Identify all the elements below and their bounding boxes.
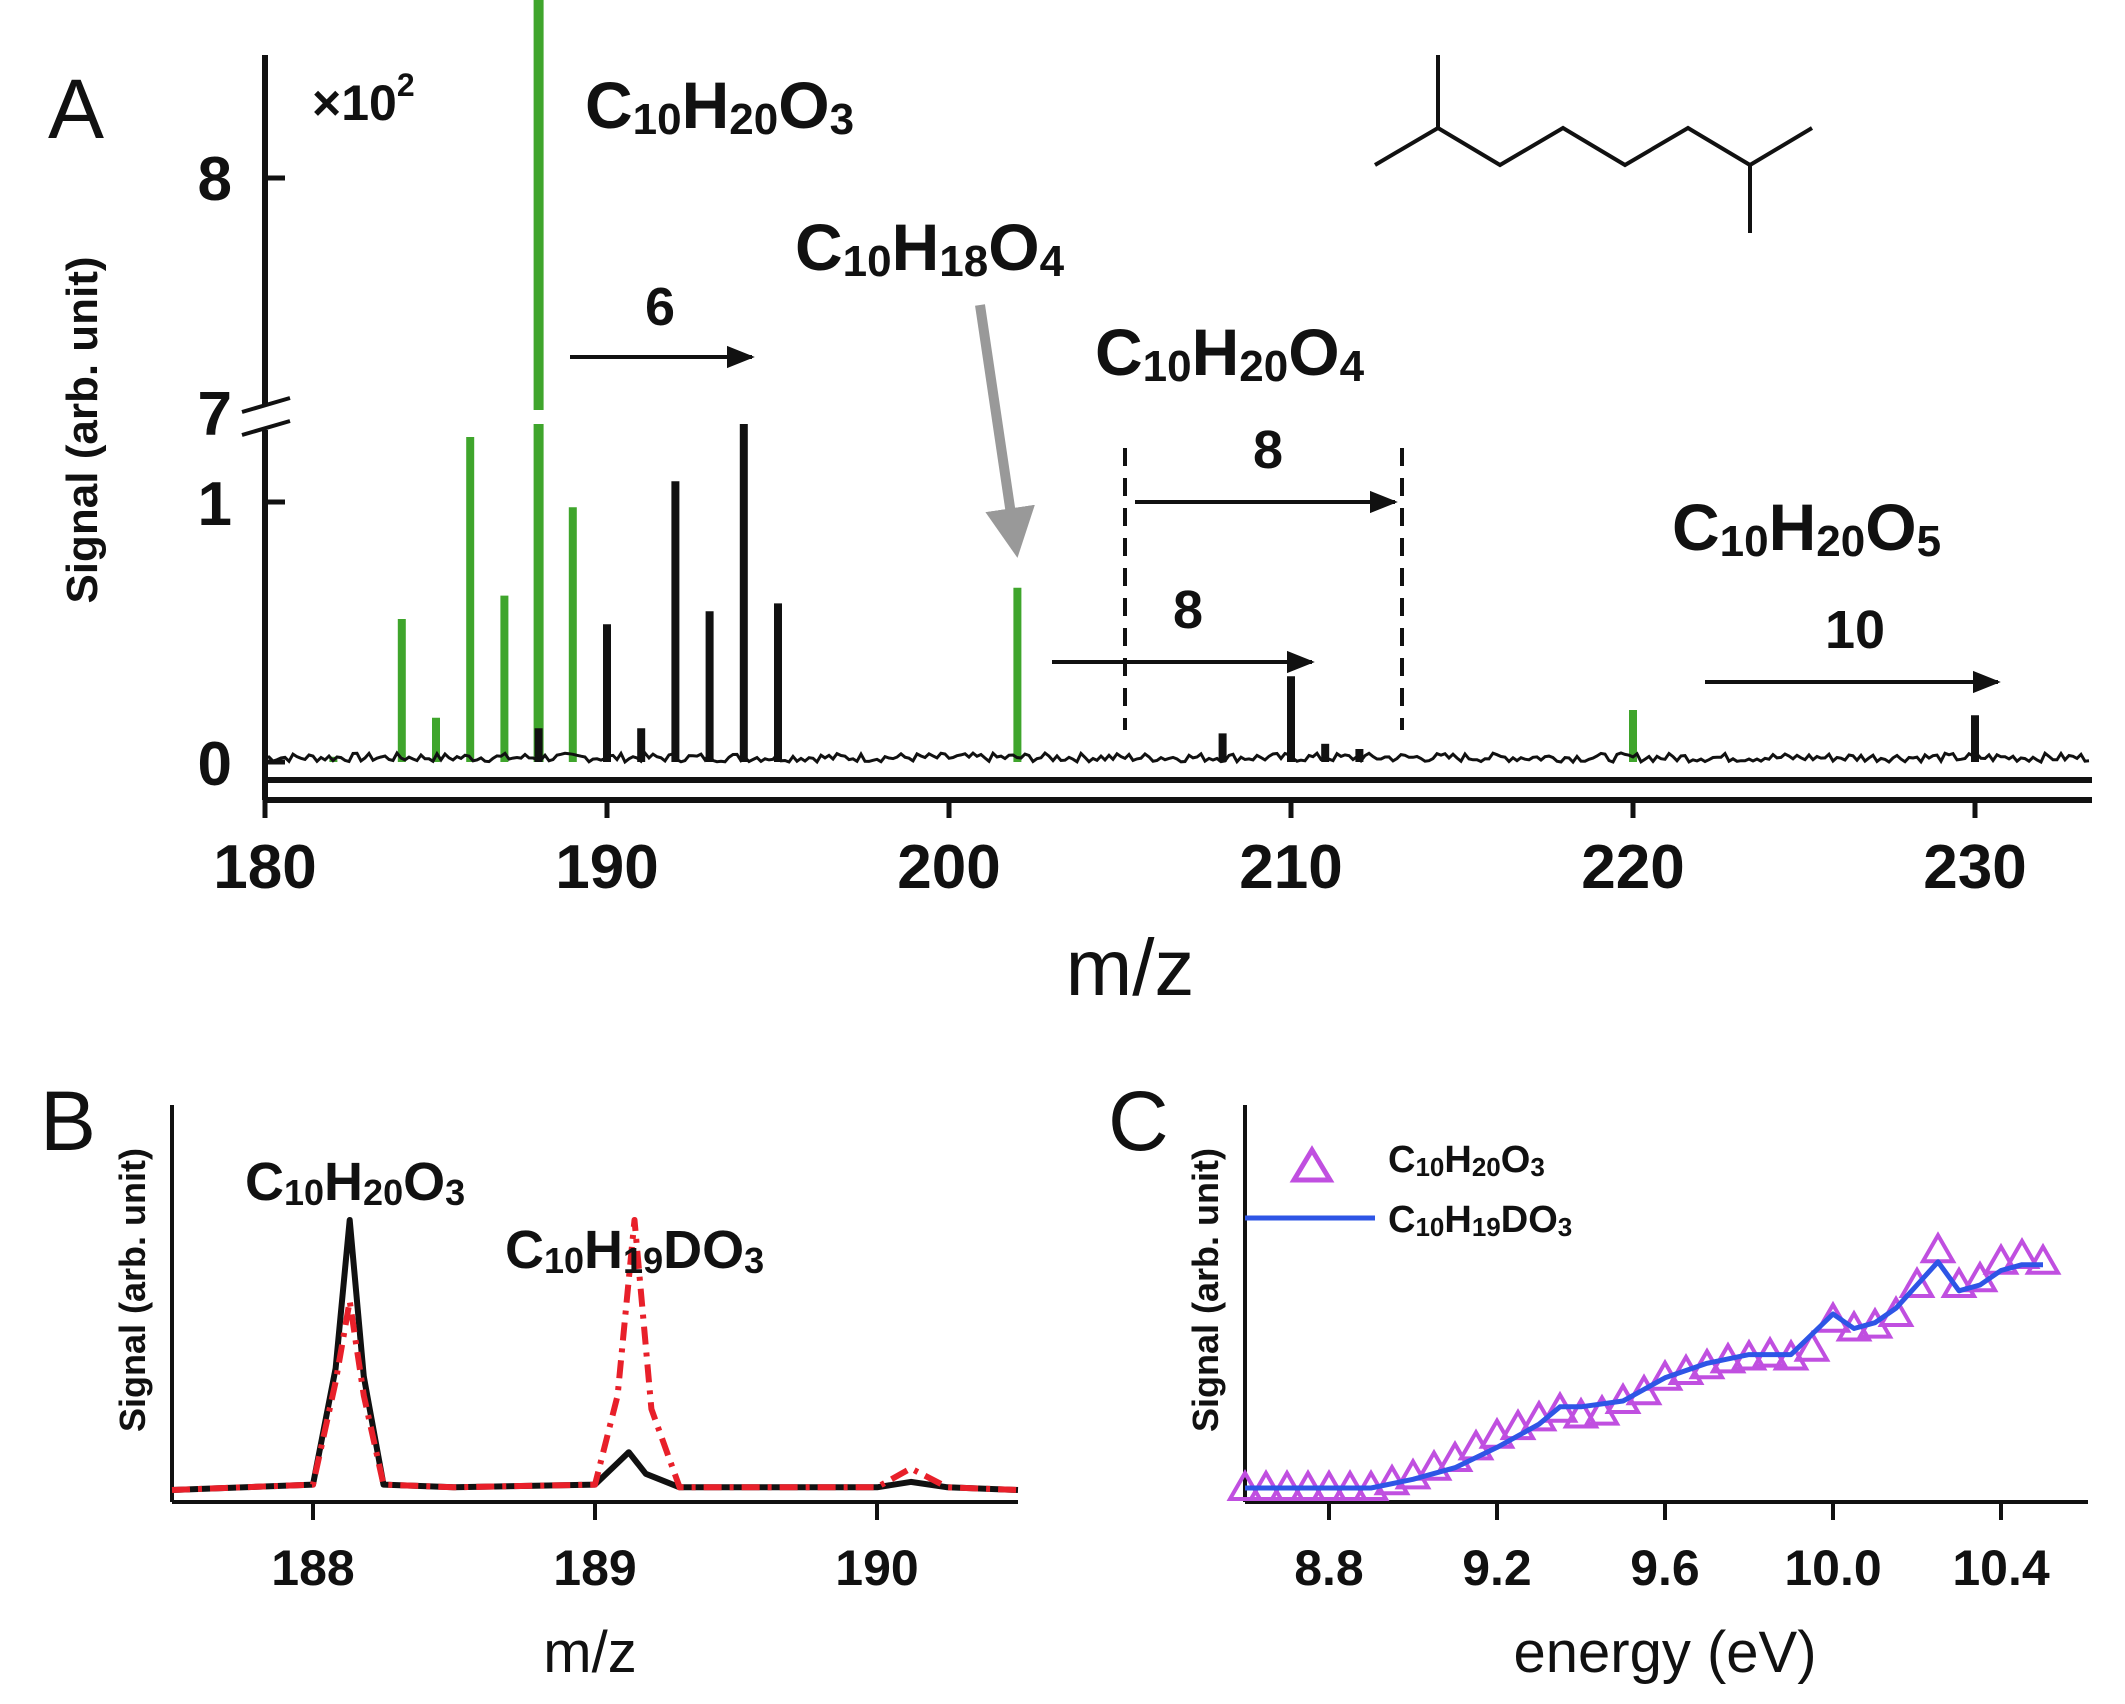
panel-c-xtick-label: 8.8: [1294, 1540, 1364, 1596]
panel-a-baseline-noise: [263, 750, 2090, 765]
panel-c-xtick-label: 10.4: [1952, 1540, 2050, 1596]
panel-a-shift-6: 6: [645, 277, 675, 337]
panel-b-formula-c10h20o3: C10H20O3: [245, 1152, 465, 1213]
panel-a-xtick-label: 200: [897, 833, 1000, 902]
panel-c-legend: C10H20O3 C10H19DO3: [1245, 1139, 1572, 1242]
panel-c-ylabel: Signal (arb. unit): [1185, 1148, 1226, 1432]
panel-a-formula-c10h18o4: C10H18O4: [795, 210, 1065, 286]
panel-a: A ×102 8 7 1 0 Signal (arb. unit): [48, 0, 2092, 1012]
panel-a-ylabel: Signal (arb. unit): [58, 256, 107, 603]
panel-a-ytick-8: 8: [198, 145, 232, 214]
panel-a-x-ticks: 180 190 200 210 220 230: [213, 800, 2027, 902]
panel-a-xtick-label: 230: [1923, 833, 2026, 902]
panel-b-xtick-label: 188: [271, 1540, 354, 1596]
panel-a-shift-8-lower: 8: [1173, 580, 1203, 640]
panel-a-molecule-structure: [1373, 125, 1814, 168]
panel-a-gray-arrow: [975, 304, 1035, 558]
panel-c-triangle-point: [1562, 1396, 1600, 1429]
panel-a-y-axis: [241, 55, 291, 800]
panel-a-formula-c10h20o3: C10H20O3: [585, 68, 854, 144]
panel-b-lines: [171, 1217, 1019, 1493]
legend-triangle-marker: [1289, 1145, 1335, 1183]
panel-a-formula-c10h20o5: C10H20O5: [1672, 490, 1941, 566]
panel-a-noise-trace: [263, 750, 2090, 765]
panel-c-xtick-label: 10.0: [1784, 1540, 1881, 1596]
panel-b: B 188 189 190 Signal (arb. unit) m/z C10H2…: [40, 1074, 1019, 1685]
panel-a-xtick-label: 220: [1581, 833, 1684, 902]
panel-a-multiplier: ×102: [312, 67, 415, 131]
panel-a-letter: A: [48, 62, 104, 156]
panel-c-letter: C: [1108, 1074, 1169, 1168]
panel-a-formula-c10h20o4: C10H20O4: [1095, 315, 1365, 391]
panel-b-formula-c10h19do3: C10H19DO3: [505, 1220, 764, 1281]
panel-b-series-black: [171, 1217, 1019, 1493]
panel-a-x-axis: [265, 777, 2092, 803]
panel-b-series-red: [171, 1217, 1019, 1493]
legend-label-c10h19do3: C10H19DO3: [1388, 1199, 1572, 1242]
panel-c-triangle-point: [1919, 1231, 1957, 1264]
panel-c-xlabel: energy (eV): [1513, 1620, 1816, 1685]
panel-b-xtick-label: 190: [835, 1540, 918, 1596]
panel-b-letter: B: [40, 1074, 96, 1168]
panel-b-xtick-label: 189: [553, 1540, 636, 1596]
panel-a-shift-8-upper: 8: [1253, 420, 1283, 480]
panel-c-triangle-point: [1877, 1294, 1915, 1327]
panel-a-ytick-1: 1: [198, 470, 232, 539]
panel-a-xtick-label: 180: [213, 833, 316, 902]
panel-a-ytick-0: 0: [198, 730, 232, 799]
panel-c-blue-line: [1245, 1259, 2043, 1491]
panel-a-xtick-label: 190: [555, 833, 658, 902]
panel-a-bars: [329, 0, 1979, 762]
panel-c-xtick-label: 9.2: [1462, 1540, 1532, 1596]
panel-c: C 8.8 9.2 9.6 10.0 10.4 Signal (arb. unit) e…: [1108, 1074, 2088, 1685]
panel-a-y-ticks: [265, 175, 285, 765]
panel-c-x-ticks: 8.8 9.2 9.6 10.0 10.4: [1294, 1502, 2050, 1596]
panel-a-xtick-label: 210: [1239, 833, 1342, 902]
panel-b-xlabel: m/z: [543, 1620, 636, 1685]
panel-a-ytick-7: 7: [198, 380, 232, 449]
panel-c-series: [1226, 1231, 2062, 1501]
panel-c-triangle-point: [1898, 1265, 1936, 1298]
legend-label-c10h20o3: C10H20O3: [1388, 1139, 1545, 1182]
panel-c-triangle-point: [1793, 1329, 1831, 1362]
panel-c-xtick-label: 9.6: [1630, 1540, 1700, 1596]
panel-a-xlabel: m/z: [1066, 923, 1195, 1012]
panel-b-ylabel: Signal (arb. unit): [112, 1148, 153, 1432]
panel-a-shift-10: 10: [1825, 600, 1885, 660]
panel-b-x-ticks: 188 189 190: [271, 1502, 919, 1596]
panel-c-triangle-point: [2024, 1242, 2062, 1275]
